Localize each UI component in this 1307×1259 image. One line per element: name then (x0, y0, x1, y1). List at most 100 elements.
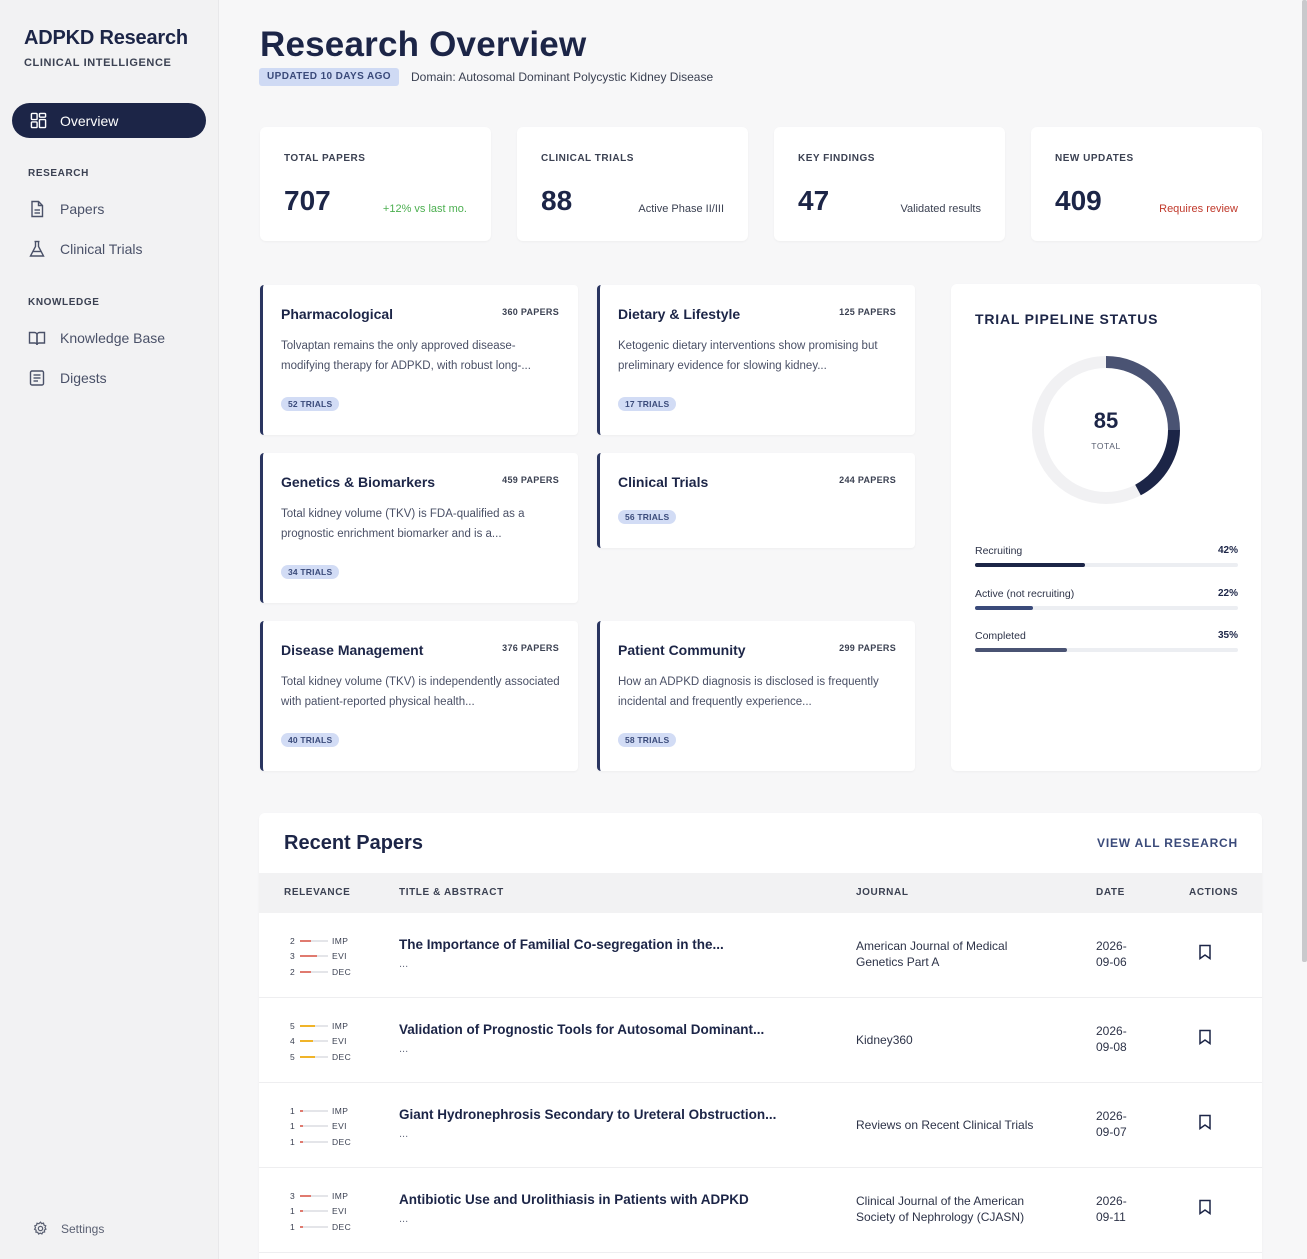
paper-title[interactable]: The Importance of Familial Co-segregatio… (399, 937, 724, 952)
bookmark-icon[interactable] (1198, 944, 1212, 960)
paper-abstract: ... (399, 958, 409, 970)
list-document-icon (29, 370, 45, 386)
metric-score: 3 (290, 951, 295, 962)
metric-bar (300, 1225, 328, 1228)
topic-title: Dietary & Lifestyle (618, 306, 741, 322)
sidebar-item-label: Overview (60, 112, 119, 129)
topic-card-disease-management[interactable]: Disease Management 376 PAPERS Total kidn… (260, 621, 578, 771)
brand-subtitle: CLINICAL INTELLIGENCE (24, 57, 172, 69)
sidebar-item-knowledge-base[interactable]: Knowledge Base (28, 329, 165, 347)
stat-note: Active Phase II/III (638, 203, 724, 215)
stat-label: NEW UPDATES (1055, 153, 1134, 164)
metric-importance: 5 IMP (290, 1018, 351, 1034)
metric-score: 2 (290, 935, 295, 946)
topic-card-dietary-lifestyle[interactable]: Dietary & Lifestyle 125 PAPERS Ketogenic… (597, 285, 915, 435)
progress-track (975, 648, 1238, 652)
bookmark-icon[interactable] (1198, 1114, 1212, 1130)
book-icon (28, 331, 46, 346)
bookmark-icon[interactable] (1198, 1199, 1212, 1215)
column-header-relevance[interactable]: RELEVANCE (284, 887, 351, 898)
column-header-actions: ACTIONS (1189, 887, 1239, 898)
column-header-journal[interactable]: JOURNAL (856, 887, 909, 898)
topic-title: Pharmacological (281, 306, 394, 322)
paper-title[interactable]: Validation of Prognostic Tools for Autos… (399, 1022, 765, 1037)
stat-card-clinical-trials: CLINICAL TRIALS 88 Active Phase II/III (517, 127, 748, 241)
topic-title: Disease Management (281, 642, 424, 658)
topic-title: Patient Community (618, 642, 746, 658)
topic-description: Ketogenic dietary interventions show pro… (618, 340, 878, 372)
sidebar-item-clinical-trials[interactable]: Clinical Trials (28, 240, 142, 258)
paper-journal: Clinical Journal of the American Society… (856, 1194, 1025, 1224)
topic-paper-count: 459 PAPERS (502, 475, 559, 485)
relevance-metrics: 2 IMP 3 EVI 2 DEC (290, 933, 351, 980)
metric-decision: 1 DEC (290, 1219, 351, 1235)
brand-title: ADPKD Research (24, 27, 188, 49)
metric-decision: 5 DEC (290, 1049, 351, 1065)
nav-section-knowledge: KNOWLEDGE (28, 297, 100, 308)
topic-card-patient-community[interactable]: Patient Community 299 PAPERS How an ADPK… (597, 621, 915, 771)
recent-papers-panel: Recent Papers VIEW ALL RESEARCH RELEVANC… (259, 813, 1262, 1259)
metric-tag: DEC (332, 1221, 352, 1232)
nav-section-research: RESEARCH (28, 168, 89, 179)
progress-fill (975, 563, 1086, 567)
paper-journal: American Journal of Medical Genetics Par… (856, 939, 1008, 969)
topic-paper-count: 125 PAPERS (839, 307, 896, 317)
table-row[interactable]: 3 IMP 1 EVI 1 DEC Antibiotic Use and Urolit… (259, 1168, 1262, 1253)
topic-title: Genetics & Biomarkers (281, 474, 436, 490)
metric-importance: 3 IMP (290, 1188, 351, 1204)
metric-bar (300, 1194, 328, 1197)
paper-title[interactable]: Giant Hydronephrosis Secondary to Ureter… (399, 1107, 777, 1122)
metric-tag: EVI (332, 1206, 347, 1217)
sidebar-item-overview[interactable]: Overview (12, 103, 206, 138)
paper-journal: Reviews on Recent Clinical Trials (856, 1118, 1034, 1132)
settings-button[interactable]: Settings (33, 1221, 104, 1236)
topic-card-pharmacological[interactable]: Pharmacological 360 PAPERS Tolvaptan rem… (260, 285, 578, 435)
stat-value: 409 (1055, 185, 1102, 216)
progress-label: Active (not recruiting) (975, 588, 1075, 600)
metric-tag: IMP (332, 1105, 349, 1116)
topic-description: Total kidney volume (TKV) is independent… (281, 676, 560, 708)
metric-evidence: 4 EVI (290, 1034, 351, 1050)
stat-label: TOTAL PAPERS (284, 153, 366, 164)
table-row[interactable]: 1 IMP 1 EVI 1 DEC Giant Hydronephrosis Seco… (259, 1083, 1262, 1168)
progress-label: Recruiting (975, 545, 1023, 557)
relevance-metrics: 1 IMP 1 EVI 1 DEC (290, 1103, 351, 1150)
table-row[interactable]: 5 IMP 4 EVI 5 DEC Validation of Prognostic … (259, 998, 1262, 1083)
stat-note: +12% vs last mo. (382, 203, 467, 215)
pipeline-row-recruiting: Recruiting 42% (975, 545, 1238, 567)
metric-bar (300, 1055, 328, 1058)
table-row[interactable]: 2 IMP 3 EVI 2 DEC The Importance of Familia… (259, 913, 1262, 998)
metric-score: 5 (290, 1051, 295, 1062)
stat-value: 47 (798, 185, 830, 216)
paper-title[interactable]: Antibiotic Use and Urolithiasis in Patie… (399, 1192, 749, 1207)
sidebar-item-digests[interactable]: Digests (28, 369, 107, 387)
metric-tag: DEC (332, 1051, 352, 1062)
progress-fill (975, 648, 1068, 652)
view-all-research-link[interactable]: VIEW ALL RESEARCH (1097, 836, 1238, 850)
column-header-title[interactable]: TITLE & ABSTRACT (399, 887, 504, 898)
topic-card-genetics-biomarkers[interactable]: Genetics & Biomarkers 459 PAPERS Total k… (260, 453, 578, 603)
metric-tag: IMP (332, 1020, 349, 1031)
trial-count-badge: 34 TRIALS (281, 565, 340, 579)
stat-value: 707 (284, 185, 331, 216)
stat-label: KEY FINDINGS (798, 153, 875, 164)
paper-abstract: ... (399, 1213, 409, 1225)
metric-tag: IMP (332, 935, 349, 946)
sidebar-item-label: Clinical Trials (60, 241, 143, 257)
column-header-date[interactable]: DATE (1096, 887, 1125, 898)
paper-date: 2026-09-07 (1096, 1109, 1127, 1139)
recent-papers-title: Recent Papers (284, 832, 423, 854)
topic-card-clinical-trials[interactable]: Clinical Trials 244 PAPERS 56 TRIALS (597, 453, 915, 548)
paper-date: 2026-09-08 (1096, 1024, 1127, 1054)
paper-date: 2026-09-11 (1096, 1194, 1127, 1224)
metric-score: 5 (290, 1020, 295, 1031)
metric-bar (300, 1210, 328, 1213)
sidebar: ADPKD Research CLINICAL INTELLIGENCE Ove… (0, 0, 219, 1259)
page-scrollbar[interactable] (1302, 0, 1307, 962)
dashboard-icon (30, 112, 47, 129)
trial-count-badge: 17 TRIALS (618, 397, 677, 411)
sidebar-item-papers[interactable]: Papers (28, 200, 104, 218)
topic-description: How an ADPKD diagnosis is disclosed is f… (618, 676, 879, 708)
document-icon (31, 200, 44, 218)
bookmark-icon[interactable] (1198, 1029, 1212, 1045)
